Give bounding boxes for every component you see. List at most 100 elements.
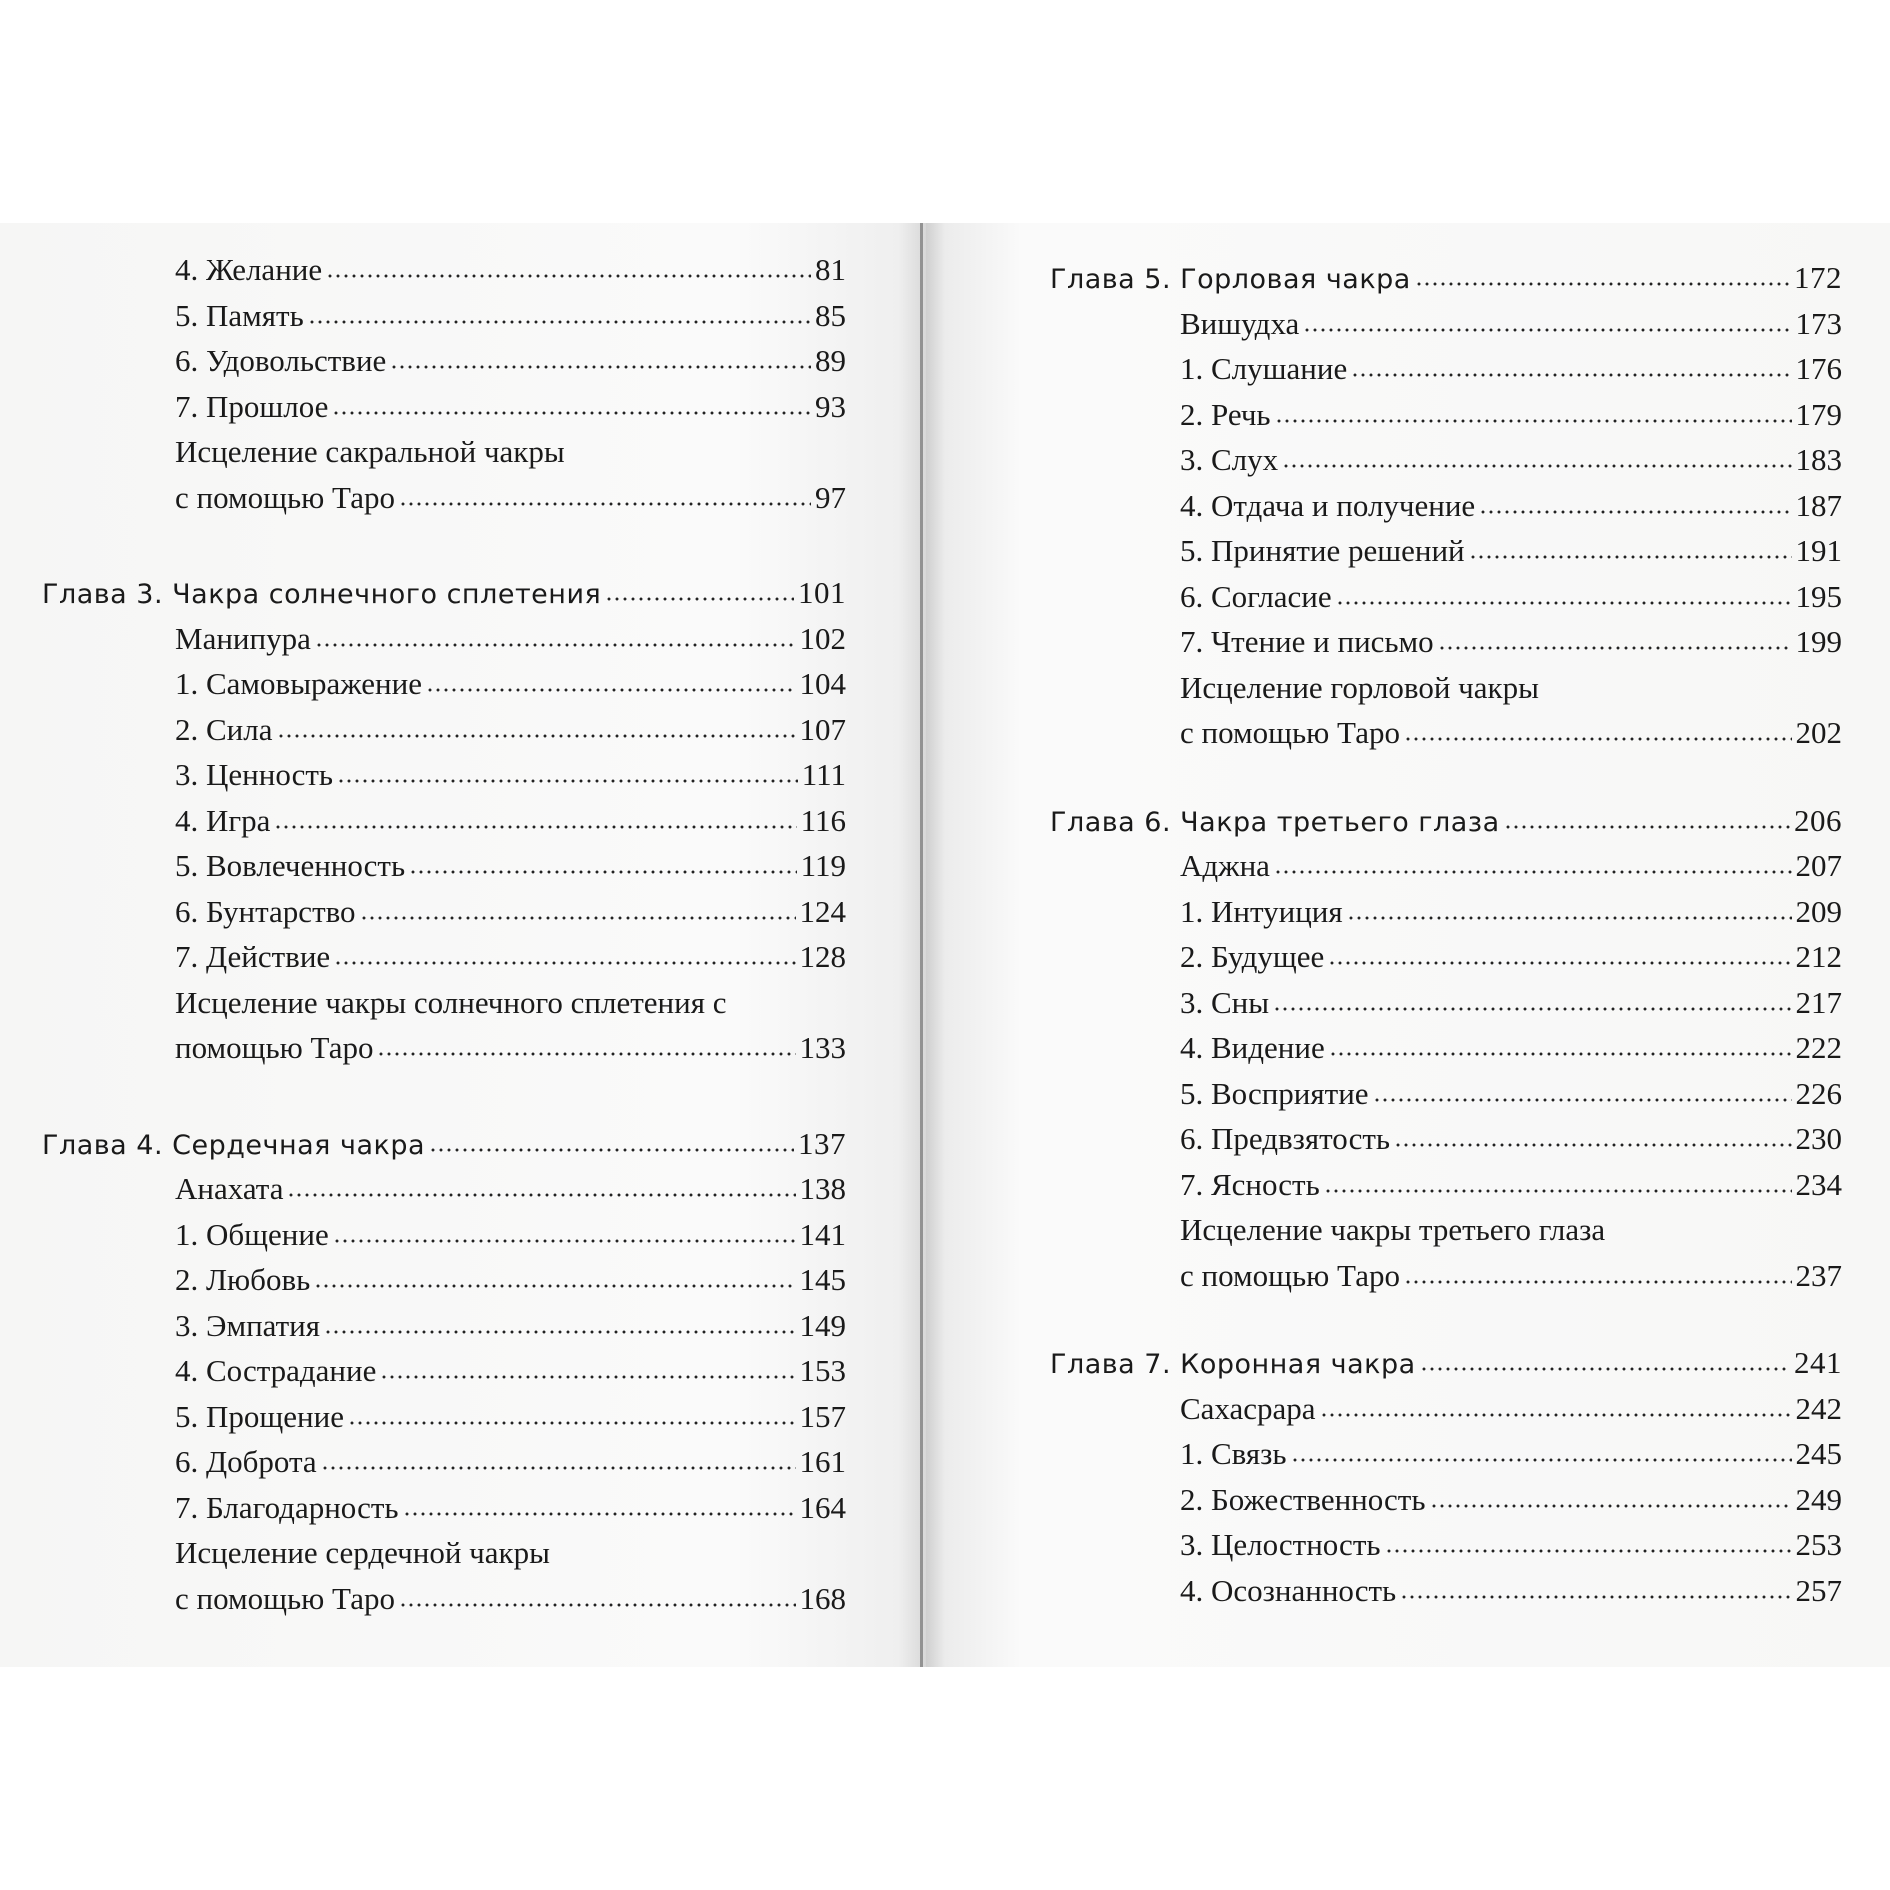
dot-leader: [1372, 1097, 1792, 1102]
toc-entry-title: Исцеление сакральной чакры: [175, 434, 565, 469]
toc-entry: 4. Желание 81: [0, 252, 846, 298]
toc-entry-title: Глава 3. Чакра солнечного сплетения: [42, 579, 602, 610]
toc-entry: Анахата 138: [0, 1171, 846, 1217]
dot-leader: [390, 365, 811, 369]
dot-leader: [287, 1193, 796, 1197]
dot-leader: [1479, 509, 1792, 514]
dot-leader: [1394, 1143, 1792, 1147]
toc-entry: 4. Сострадание 153: [0, 1353, 846, 1399]
dot-leader: [332, 410, 811, 415]
dot-leader: [1414, 282, 1790, 286]
toc-entry: 1. Связь 245: [0, 1436, 1842, 1482]
toc-page-number: 173: [1795, 305, 1843, 341]
toc-entry-title: 5. Восприятие: [1180, 1075, 1369, 1111]
toc-entry-title: 6. Удовольствие: [175, 343, 387, 378]
toc-chapter-heading: Глава 3. Чакра солнечного сплетения 101: [0, 575, 846, 621]
dot-leader: [324, 1329, 796, 1334]
toc-entry-title: 1. Связь: [1180, 1436, 1287, 1471]
toc-entry: Исцеление чакры солнечного сплетения с: [0, 985, 846, 1031]
dot-leader: [1403, 1279, 1792, 1284]
toc-entry: Исцеление сердечной чакры: [0, 1535, 846, 1581]
toc-page-number: 93: [815, 388, 846, 424]
toc-entry: 4. Осознанность 257: [0, 1573, 1842, 1619]
toc-entry: с помощью Таро 168: [0, 1581, 846, 1627]
toc-entry-title: 1. Самовыражение: [175, 666, 422, 701]
toc-entry: 3. Эмпатия 149: [0, 1308, 846, 1354]
toc-entry-title: 5. Принятие решений: [1180, 533, 1465, 568]
toc-entry-title: 5. Память: [175, 297, 304, 333]
dot-leader: [380, 1375, 796, 1379]
dot-leader: [1335, 600, 1792, 605]
toc-page-number: 128: [799, 939, 847, 974]
toc-entry-title: с помощью Таро: [1180, 1257, 1400, 1293]
toc-page-number: 124: [799, 893, 847, 929]
toc-entry: 7. Ясность 234: [0, 1167, 1842, 1213]
dot-leader: [359, 915, 796, 920]
toc-entry-title: 7. Благодарность: [175, 1489, 399, 1525]
dot-leader: [1400, 1594, 1792, 1599]
dot-leader: [409, 870, 797, 874]
toc-page-number: 183: [1795, 442, 1843, 477]
dot-leader: [332, 1238, 796, 1243]
toc-page-number: 222: [1795, 1030, 1843, 1065]
toc-page-number: 191: [1795, 533, 1843, 568]
toc-entry-title: 3. Сны: [1180, 984, 1270, 1020]
toc-page-number: 141: [799, 1216, 847, 1252]
toc-page-number: 230: [1795, 1121, 1843, 1156]
book-gutter: [920, 223, 923, 1667]
dot-leader: [398, 501, 811, 506]
toc-entry-title: 1. Интуиция: [1180, 893, 1343, 929]
toc-entry: 6. Предвзятость 230: [0, 1121, 1842, 1167]
toc-entry: Исцеление горловой чакры: [0, 670, 1842, 716]
toc-chapter-heading: Глава 6. Чакра третьего глаза 206: [0, 803, 1842, 849]
dot-leader: [1503, 824, 1790, 829]
toc-entry-title: с помощью Таро: [175, 1580, 395, 1616]
toc-chapter-heading: Глава 7. Коронная чакра 241: [0, 1345, 1842, 1391]
toc-entry: Аджна 207: [0, 848, 1842, 894]
toc-entry: 2. Божественность 249: [0, 1482, 1842, 1528]
toc-entry-title: 1. Слушание: [1180, 351, 1348, 386]
toc-page-number: 237: [1795, 1257, 1843, 1293]
toc-entry-title: 2. Любовь: [175, 1262, 311, 1297]
toc-entry-title: 7. Чтение и письмо: [1180, 624, 1434, 659]
toc-page-number: 176: [1795, 351, 1843, 386]
toc-page-number: 97: [815, 479, 846, 515]
dot-leader: [1274, 418, 1792, 423]
dot-leader: [1273, 870, 1792, 874]
dot-leader: [1384, 1549, 1792, 1553]
toc-entry: 7. Действие 128: [0, 939, 846, 985]
toc-page-number: 207: [1795, 848, 1843, 883]
toc-entry: Исцеление чакры третьего глаза: [0, 1212, 1842, 1258]
toc-entry-title: Исцеление горловой чакры: [1180, 669, 1539, 705]
toc-page-number: 85: [815, 297, 846, 333]
toc-entry: 2. Любовь 145: [0, 1262, 846, 1308]
dot-leader: [276, 733, 796, 738]
right-toc-list: Глава 5. Горловая чакра 172 Вишудха 173 1. С…: [0, 260, 1842, 1618]
toc-entry-title: 4. Отдача и получение: [1180, 487, 1476, 523]
toc-chapter-heading: Глава 4. Сердечная чакра 137: [0, 1126, 846, 1172]
toc-entry-title: Исцеление чакры солнечного сплетения с: [175, 984, 727, 1020]
dot-leader: [1328, 961, 1792, 965]
dot-leader: [314, 642, 796, 647]
toc-entry: 5. Восприятие 226: [0, 1076, 1842, 1122]
toc-page-number: 116: [800, 802, 846, 838]
toc-entry: 5. Память 85: [0, 298, 846, 344]
dot-leader: [1429, 1503, 1792, 1508]
dot-leader: [605, 597, 794, 601]
toc-page-number: 137: [798, 1125, 846, 1161]
toc-entry: 3. Сны 217: [0, 985, 1842, 1031]
toc-entry-title: Глава 5. Горловая чакра: [1050, 264, 1411, 295]
dot-leader: [307, 319, 811, 324]
toc-entry-title: Исцеление чакры третьего глаза: [1180, 1212, 1606, 1247]
toc-entry-title: Аджна: [1180, 848, 1270, 883]
toc-entry-title: Анахата: [175, 1171, 284, 1206]
toc-entry-title: 4. Осознанность: [1180, 1572, 1397, 1608]
toc-entry: 4. Отдача и получение 187: [0, 488, 1842, 534]
toc-entry-title: с помощью Таро: [1180, 715, 1400, 750]
toc-entry: 2. Сила 107: [0, 712, 846, 758]
dot-leader: [1346, 915, 1792, 920]
dot-leader: [429, 1147, 794, 1152]
toc-entry-title: 6. Предвзятость: [1180, 1121, 1391, 1156]
toc-entry: Вишудха 173: [0, 306, 1842, 352]
toc-entry-title: 4. Сострадание: [175, 1353, 377, 1388]
